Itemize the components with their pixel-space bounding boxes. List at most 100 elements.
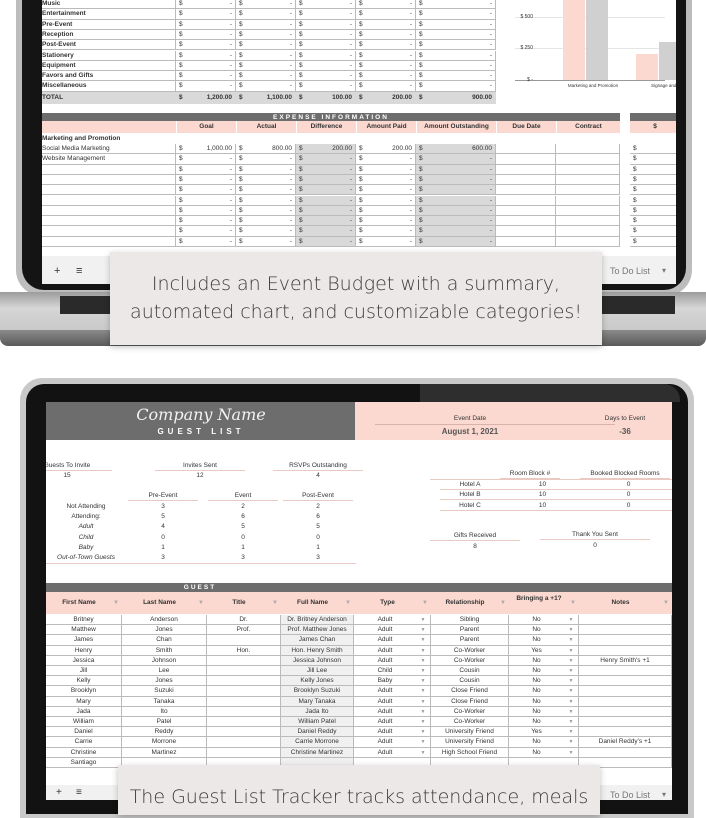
guest-cell[interactable]: Adult xyxy=(354,717,431,728)
all-sheets-menu-icon[interactable]: ≡ xyxy=(76,787,82,798)
expense-amount-cell[interactable]: - xyxy=(289,196,292,204)
expense-amount-cell[interactable]: - xyxy=(349,155,352,163)
dropdown-arrow-icon[interactable]: ▼ xyxy=(420,719,426,725)
booked-rooms-value[interactable]: 0 xyxy=(585,501,672,511)
dropdown-arrow-icon[interactable]: ▼ xyxy=(420,657,426,664)
amount-cell[interactable]: - xyxy=(229,10,232,18)
amount-cell[interactable]: - xyxy=(349,51,352,59)
guest-cell[interactable]: James Chan xyxy=(281,635,354,646)
guest-cell[interactable]: Brooklyn xyxy=(46,686,122,697)
dropdown-arrow-icon[interactable]: ▼ xyxy=(568,627,574,634)
dropdown-arrow-icon[interactable]: ▼ xyxy=(568,739,574,746)
filter-icon[interactable]: ▼ xyxy=(198,600,204,606)
expense-amount-cell[interactable]: - xyxy=(229,165,232,173)
amount-cell[interactable]: - xyxy=(489,82,492,90)
guest-cell[interactable] xyxy=(579,615,672,626)
expense-amount-cell[interactable]: 200.00 xyxy=(332,145,352,152)
amount-cell[interactable]: - xyxy=(409,0,412,7)
contract-cell[interactable] xyxy=(556,174,620,186)
guest-cell[interactable]: Daniel Reddy xyxy=(281,727,354,738)
guest-cell[interactable]: William xyxy=(46,717,122,728)
due-date-cell[interactable] xyxy=(496,154,556,165)
guest-cell[interactable]: Morrone xyxy=(122,737,207,748)
guest-cell[interactable] xyxy=(207,676,281,687)
expense-amount-cell[interactable]: - xyxy=(409,196,412,204)
expense-amount-cell[interactable]: - xyxy=(409,217,412,225)
amount-cell[interactable]: - xyxy=(349,61,352,69)
expense-amount-cell[interactable]: - xyxy=(289,165,292,173)
dropdown-arrow-icon[interactable]: ▼ xyxy=(568,657,574,664)
amount-cell[interactable]: - xyxy=(289,20,292,28)
room-block-value[interactable]: 10 xyxy=(500,501,585,511)
amount-cell[interactable]: - xyxy=(349,30,352,38)
guest-cell[interactable]: Adult xyxy=(354,696,431,707)
dropdown-arrow-icon[interactable]: ▼ xyxy=(568,637,574,644)
chart-bar[interactable] xyxy=(659,41,676,80)
guest-cell[interactable]: Cousin xyxy=(431,666,509,677)
dropdown-arrow-icon[interactable]: ▼ xyxy=(420,729,426,736)
room-block-value[interactable]: 10 xyxy=(500,480,585,490)
amount-cell[interactable]: - xyxy=(349,10,352,18)
expense-amount-cell[interactable]: - xyxy=(229,206,232,214)
guest-cell[interactable]: High School Friend xyxy=(431,747,509,758)
guest-cell[interactable]: Close Friend xyxy=(431,696,509,707)
expense-item-label[interactable]: Website Management xyxy=(42,154,176,165)
expense-item-label[interactable] xyxy=(42,174,176,186)
guest-cell[interactable]: Anderson xyxy=(122,615,207,626)
guest-cell[interactable]: Co-Worker xyxy=(431,645,509,656)
expense-amount-cell[interactable]: - xyxy=(289,186,292,194)
expense-amount-cell[interactable]: - xyxy=(289,175,292,183)
amount-cell[interactable]: - xyxy=(409,41,412,49)
guest-cell[interactable]: Carrie Morrone xyxy=(281,737,354,748)
amount-cell[interactable]: - xyxy=(489,0,492,7)
guest-cell[interactable]: Jill xyxy=(46,666,122,677)
guest-cell[interactable]: Jill Lee xyxy=(281,666,354,677)
expense-amount-cell[interactable]: - xyxy=(489,186,492,194)
expense-amount-cell[interactable]: - xyxy=(409,165,412,173)
dropdown-arrow-icon[interactable]: ▼ xyxy=(568,647,574,654)
guest-cell[interactable]: No xyxy=(509,655,579,666)
guest-cell[interactable]: No xyxy=(509,717,579,728)
guest-cell[interactable] xyxy=(207,696,281,707)
expense-amount-cell[interactable]: - xyxy=(409,175,412,183)
guest-cell[interactable]: Adult xyxy=(354,625,431,636)
stat-value[interactable]: 12 xyxy=(196,472,204,479)
guest-cell[interactable] xyxy=(579,625,672,636)
guest-cell[interactable]: Jessica xyxy=(46,655,122,666)
guest-cell[interactable]: Co-Worker xyxy=(431,717,509,728)
guest-cell[interactable]: Tanaka xyxy=(122,696,207,707)
guest-cell[interactable]: Reddy xyxy=(122,727,207,738)
amount-cell[interactable]: - xyxy=(229,41,232,49)
guest-cell[interactable]: No xyxy=(509,666,579,677)
due-date-cell[interactable] xyxy=(496,144,556,155)
guest-cell[interactable]: James xyxy=(46,635,122,646)
due-date-cell[interactable] xyxy=(496,164,556,175)
due-date-cell[interactable] xyxy=(496,205,556,217)
expense-item-label[interactable]: Social Media Marketing xyxy=(42,144,176,155)
guest-cell[interactable] xyxy=(207,727,281,738)
guest-cell[interactable]: Co-Worker xyxy=(431,655,509,666)
expense-amount-cell[interactable]: 1,000.00 xyxy=(206,145,232,152)
guest-cell[interactable]: Johnson xyxy=(122,655,207,666)
guest-cell[interactable]: Dr. Britney Anderson xyxy=(281,615,354,626)
expense-amount-cell[interactable]: - xyxy=(229,217,232,225)
amount-cell[interactable]: - xyxy=(349,20,352,28)
dropdown-arrow-icon[interactable]: ▼ xyxy=(568,698,574,705)
dropdown-arrow-icon[interactable]: ▼ xyxy=(568,708,574,715)
guest-cell[interactable]: Jones xyxy=(122,625,207,636)
filter-icon[interactable]: ▼ xyxy=(345,600,351,606)
guest-cell[interactable]: No xyxy=(509,686,579,697)
contract-cell[interactable] xyxy=(556,144,620,155)
booked-rooms-value[interactable]: 0 xyxy=(585,480,672,490)
guest-cell[interactable] xyxy=(579,666,672,677)
amount-cell[interactable]: - xyxy=(289,82,292,90)
guest-cell[interactable]: Parent xyxy=(431,635,509,646)
due-date-cell[interactable] xyxy=(496,185,556,196)
expense-amount-cell[interactable]: - xyxy=(409,155,412,163)
expense-amount-cell[interactable]: - xyxy=(349,217,352,225)
expense-amount-cell[interactable]: 600.00 xyxy=(472,145,492,152)
expense-amount-cell[interactable]: - xyxy=(489,227,492,235)
expense-item-label[interactable] xyxy=(42,195,176,206)
add-sheet-button[interactable]: + xyxy=(56,787,62,798)
dropdown-arrow-icon[interactable]: ▼ xyxy=(420,627,426,634)
